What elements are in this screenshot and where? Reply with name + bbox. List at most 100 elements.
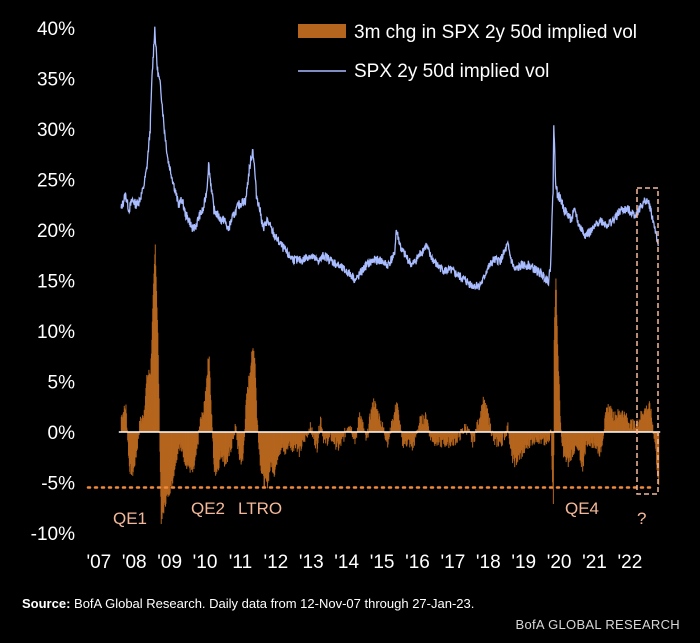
bar [560, 422, 562, 432]
bar [304, 432, 306, 443]
bar [487, 413, 489, 432]
bar [468, 429, 470, 432]
bar [197, 432, 199, 445]
bar [244, 432, 246, 438]
bar [331, 432, 333, 442]
bar [423, 415, 425, 432]
bar [494, 432, 496, 445]
bar [232, 432, 234, 439]
bar [471, 432, 473, 440]
bar [416, 432, 418, 435]
bar [454, 432, 456, 446]
y-tick-label: 30% [37, 120, 75, 141]
bar [472, 432, 474, 442]
bar [309, 422, 311, 432]
bar [158, 398, 160, 432]
bar [461, 428, 463, 432]
bar [257, 424, 259, 432]
bar [414, 432, 416, 436]
bar [301, 432, 303, 447]
bar [504, 432, 506, 438]
bar [362, 422, 364, 432]
bar [380, 420, 382, 432]
legend-bar-label: 3m chg in SPX 2y 50d implied vol [354, 22, 637, 43]
bar [388, 432, 390, 437]
x-tick-label: '21 [582, 552, 607, 573]
bar [429, 430, 431, 432]
x-tick-label: '14 [334, 552, 359, 573]
annotation-qe2: QE2 [191, 499, 225, 518]
bar [633, 420, 635, 432]
annotation-qe1: QE1 [113, 509, 147, 528]
bar [506, 432, 508, 436]
bar [351, 427, 353, 432]
bar [409, 432, 411, 448]
bar [428, 432, 430, 437]
bar [367, 428, 369, 432]
bar [452, 432, 454, 440]
x-tick-label: '20 [547, 552, 572, 573]
bar [360, 417, 362, 432]
legend: 3m chg in SPX 2y 50d implied vol SPX 2y … [298, 22, 637, 82]
bar [502, 432, 504, 438]
bar [538, 432, 540, 443]
bar [357, 427, 359, 432]
bar [352, 432, 354, 440]
y-tick-label: 35% [37, 70, 75, 91]
source-label: Source: [22, 596, 71, 611]
bar [435, 432, 437, 444]
annotation-ltro: LTRO [238, 499, 282, 518]
bar [313, 432, 315, 439]
bar [306, 432, 308, 437]
bar [502, 432, 504, 434]
annotations: QE1 QE2 LTRO QE4 ? [113, 499, 646, 528]
bar [529, 432, 531, 446]
bar [234, 432, 236, 436]
x-tick-label: '13 [299, 552, 324, 573]
bar [467, 426, 469, 432]
x-axis: '07 '08 '09 '10 '11 '12 '13 '14 '15 '16 '17 '18 '19 '… [86, 552, 642, 573]
bar [489, 423, 491, 432]
bar [211, 427, 213, 432]
bar [308, 428, 310, 432]
line-series [120, 26, 659, 291]
bar [391, 420, 393, 432]
bar [540, 432, 542, 444]
x-tick-label: '19 [511, 552, 536, 573]
bar [588, 432, 590, 445]
bar [444, 432, 446, 447]
bar [311, 432, 313, 438]
bar [125, 413, 127, 432]
bar [308, 432, 310, 435]
bar [491, 432, 493, 437]
highlight-box [636, 187, 659, 495]
bar [545, 432, 547, 443]
bar [592, 432, 594, 448]
bar [492, 432, 494, 442]
bar [399, 420, 401, 432]
bar [438, 432, 440, 443]
bar [421, 414, 423, 432]
bar [456, 432, 458, 443]
bar [366, 432, 368, 436]
y-tick-label: 40% [37, 19, 75, 40]
bar [507, 422, 509, 432]
bar [317, 432, 319, 439]
bar [390, 432, 392, 434]
bar [404, 432, 406, 445]
bar [589, 432, 591, 447]
bar [399, 424, 401, 432]
bar [382, 422, 384, 432]
bar [344, 432, 346, 438]
bar [334, 432, 336, 445]
y-tick-label: -5% [41, 474, 75, 495]
x-tick-label: '09 [157, 552, 182, 573]
bar [456, 432, 458, 442]
bar [383, 427, 385, 432]
bar [325, 432, 327, 444]
bar [417, 429, 419, 432]
bar [506, 425, 508, 432]
bar [459, 432, 461, 440]
bar [652, 424, 654, 432]
